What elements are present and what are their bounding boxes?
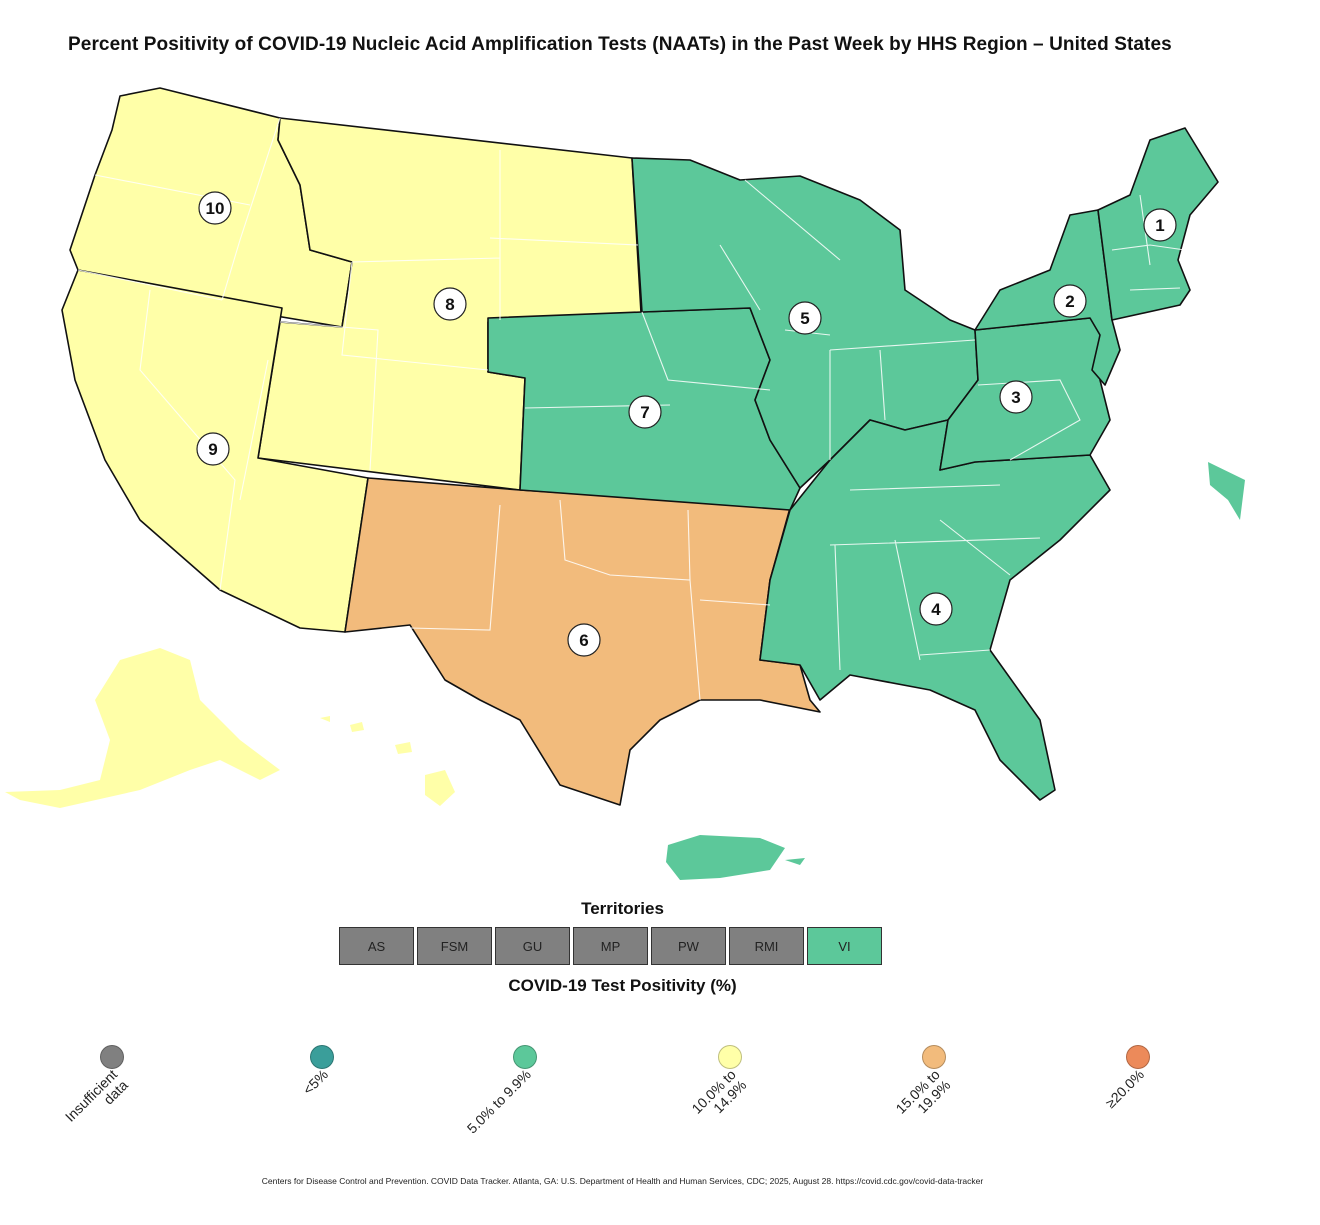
legend-item-5-9: 5.0% to 9.9% [463,1045,537,1136]
region-9-marker[interactable]: 9 [196,432,230,466]
legend-label-insufficient: Insufficient data [62,1066,132,1125]
region-7-marker-label: 7 [640,403,649,422]
state-boundaries [77,117,1186,701]
region-9-marker-circle [196,432,230,466]
region-1-marker-circle [1143,208,1177,242]
legend-swatch-5-9 [513,1045,537,1069]
source-citation: Centers for Disease Control and Preventi… [261,1176,984,1186]
territory-mp[interactable]: MP [573,927,648,965]
legend-swatch-15-19 [922,1045,946,1069]
legend-label-lt5: <5% [299,1066,331,1098]
region-5-marker-label: 5 [800,309,809,328]
region-6-marker-circle [567,623,601,657]
us-hhs-region-map: 1 2 3 4 5 6 7 8 9 10 [5,87,1245,880]
legend-swatch-10-14 [718,1045,742,1069]
region-markers: 1 2 3 4 5 6 7 8 9 10 [196,191,1177,657]
legend-label-15-19: 15.0% to 19.9% [892,1066,954,1117]
legend-item-insufficient: Insufficient data [62,1045,131,1125]
region-9-marker-label: 9 [208,440,217,459]
region-4-marker-label: 4 [931,600,941,619]
hawaii-shape[interactable] [425,770,455,806]
region-2-shape[interactable] [974,209,1121,386]
map-title: Percent Positivity of COVID-19 Nucleic A… [68,34,1172,55]
legend-item-10-14: 10.0% to 14.9% [688,1045,749,1117]
region-2-marker-circle [1053,284,1087,318]
region-8-marker-circle [433,287,467,321]
territory-vi[interactable]: VI [807,927,882,965]
region-10-marker-label: 10 [206,199,225,218]
territory-gu[interactable]: GU [495,927,570,965]
legend-title: COVID-19 Test Positivity (%) [508,976,737,995]
region-5-marker-circle [788,301,822,335]
region-1-marker[interactable]: 1 [1143,208,1177,242]
legend-item-15-19: 15.0% to 19.9% [892,1045,953,1117]
region-1-marker-label: 1 [1155,216,1164,235]
legend-label-5-9: 5.0% to 9.9% [463,1066,534,1137]
territory-as[interactable]: AS [339,927,414,965]
territories-title: Territories [581,899,664,918]
region-3-marker-label: 3 [1011,388,1020,407]
territory-pw[interactable]: PW [651,927,726,965]
territory-fsm[interactable]: FSM [417,927,492,965]
legend-swatch-20 [1126,1045,1150,1069]
region-8-marker-label: 8 [445,295,454,314]
alaska-shape[interactable] [5,648,280,808]
region-4-marker[interactable]: 4 [919,592,953,626]
region-4-marker-circle [919,592,953,626]
legend-item-lt5: <5% [299,1045,334,1098]
region-5-marker[interactable]: 5 [788,301,822,335]
region-2-marker[interactable]: 2 [1053,284,1087,318]
legend-item-20: ≥20.0% [1102,1045,1150,1111]
territory-rmi[interactable]: RMI [729,927,804,965]
region-10-marker-circle [198,191,232,225]
hawaii-islands-shape[interactable] [320,716,412,754]
virgin-islands-shape[interactable] [1208,462,1245,520]
region-6-marker[interactable]: 6 [567,623,601,657]
region-6-marker-label: 6 [579,631,588,650]
region-7-marker[interactable]: 7 [628,395,662,429]
region-7-marker-circle [628,395,662,429]
region-3-marker-circle [999,380,1033,414]
region-3-marker[interactable]: 3 [999,380,1033,414]
puerto-rico-shape[interactable] [666,835,805,880]
legend-label-10-14: 10.0% to 14.9% [688,1066,750,1117]
legend-label-20: ≥20.0% [1101,1066,1147,1112]
territories-row: AS FSM GU MP PW RMI VI [339,927,882,965]
legend-swatch-insufficient [100,1045,124,1069]
region-8-marker[interactable]: 8 [433,287,467,321]
region-10-marker[interactable]: 10 [198,191,232,225]
legend-swatch-lt5 [310,1045,334,1069]
region-2-marker-label: 2 [1065,292,1074,311]
